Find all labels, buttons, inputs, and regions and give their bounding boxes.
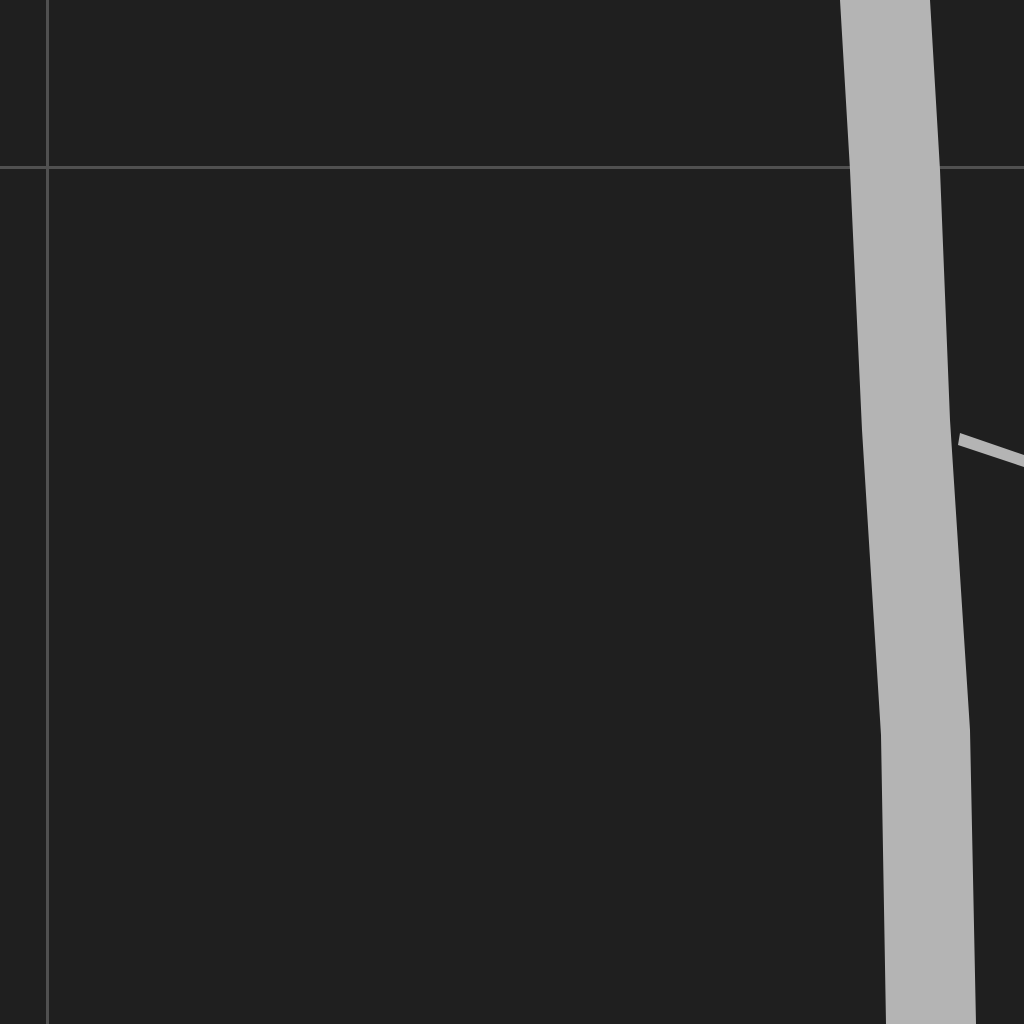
vertical-guide-line [46, 0, 49, 1024]
horizontal-guide-line [0, 166, 1024, 169]
thick-stroke-shape[interactable] [840, 0, 976, 1024]
thin-diagonal-stroke-shape[interactable] [958, 433, 1024, 467]
